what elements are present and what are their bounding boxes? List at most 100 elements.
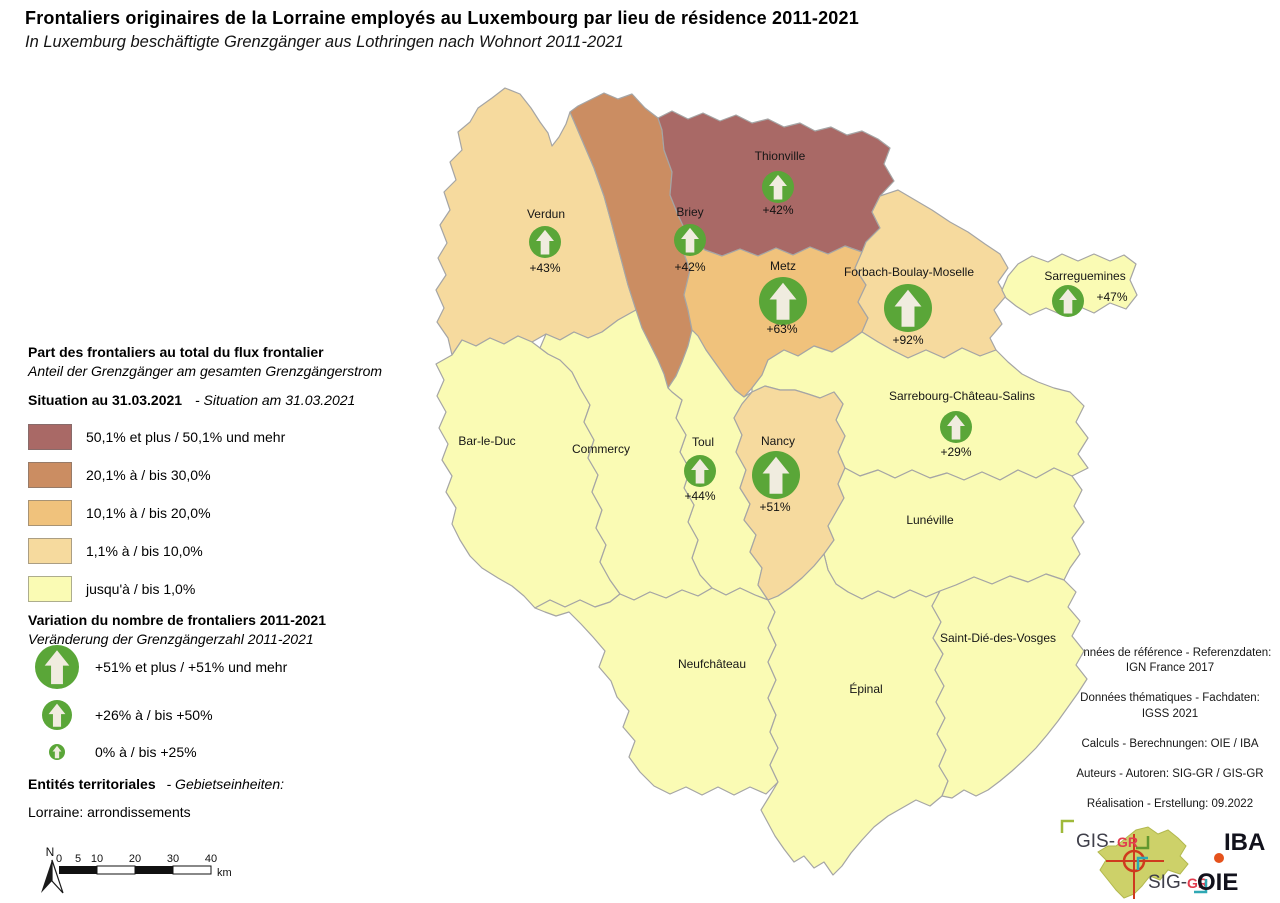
growth-arrow-icon [674,224,706,256]
change-value: +42% [762,203,793,217]
iba-oie-logo: IBA OIE [1197,829,1265,896]
region-shape-epinal [760,553,949,876]
color-swatch [28,462,72,488]
region-label: Neufchâteau [678,657,746,671]
region-label: Nancy [761,434,795,448]
region-label: Sarreguemines [1044,269,1125,283]
region-label: Commercy [572,442,630,456]
credit-line: Données de référence - Referenzdaten: [1068,647,1272,659]
north-label: N [46,845,55,859]
growth-arrow-icon [752,451,800,499]
growth-arrow-icon [759,277,807,325]
bracket-icon [1060,819,1074,833]
bracket-icon [1136,856,1148,870]
bracket-icon [1194,879,1208,894]
legend-class-row: 50,1% et plus / 50,1% und mehr [28,424,285,450]
region-labels: Verdun Briey Thionville Metz Forbach-Bou… [458,149,1125,696]
region-label: Forbach-Boulay-Moselle [844,265,974,279]
legend-class-label: 20,1% à / bis 30,0% [86,467,211,483]
scale-tick: 10 [91,853,103,865]
territorial-value: Lorraine: arrondissements [28,804,191,820]
legend-change-header-de: Veränderung der Grenzgängerzahl 2011-202… [28,631,314,647]
north-arrow: N [41,845,64,894]
region-label: Metz [770,259,796,273]
change-value: +47% [1096,290,1127,304]
legend-change-row-medium: +26% à / bis +50% [42,700,213,730]
region-change-arrows [529,171,1084,499]
region-label: Sarrebourg-Château-Salins [889,389,1035,403]
legend-class-label: jusqu'à / bis 1,0% [86,581,196,597]
region-label: Saint-Dié-des-Vosges [940,631,1056,645]
credit-line: IGSS 2021 [1141,707,1199,720]
legend-class-row: 10,1% à / bis 20,0% [28,500,285,526]
legend-change-row-large: +51% et plus / +51% und mehr [35,645,287,689]
situation-date-de: - Situation am 31.03.2021 [194,392,356,408]
region-label: Briey [676,205,703,219]
page-title: Frontaliers originaires de la Lorraine e… [25,8,859,28]
growth-arrow-icon [529,226,561,258]
region-shape-commercy [539,309,713,601]
growth-arrow-icon [35,645,79,689]
legend-change-label: +26% à / bis +50% [95,707,213,723]
credits-block: Données de référence - Referenzdaten: IG… [1056,646,1280,812]
territorial-label-de: - Gebietseinheiten: [166,776,285,792]
oie-text: OIE [1197,869,1238,896]
crosshair-icon [1122,849,1146,873]
growth-arrow-icon [1052,285,1084,317]
growth-arrow-icon [42,700,72,730]
region-shape-saint-die-des-vosges [931,573,1088,799]
north-arrow-icon [41,860,52,893]
gr-text: GR [1117,834,1138,850]
iba-text: IBA [1224,829,1265,856]
color-swatch [28,538,72,564]
color-swatch [28,424,72,450]
legend-situation-line: Situation au 31.03.2021 - Situation am 3… [28,392,355,408]
legend-change-label: +51% et plus / +51% und mehr [95,659,288,675]
territorial-label-fr: Entités territoriales [28,776,156,792]
region-shape-neufchateau [534,587,779,796]
region-shape-sarreguemines [1001,253,1138,316]
scale-tick: 5 [75,853,81,865]
color-swatch [28,576,72,602]
legend-class-row: 20,1% à / bis 30,0% [28,462,285,488]
scale-segment [96,865,136,875]
bracket-icon [1136,836,1150,850]
growth-arrow-icon [940,411,972,443]
gisgr-logo: GIS- GR SIG- GR [1060,819,1208,899]
legend-class-label: 1,1% à / bis 10,0% [86,543,203,559]
credit-line: Calculs - Berechnungen: OIE / IBA [1081,737,1259,750]
scale-segment [172,865,212,875]
scale-tick: 30 [167,853,179,865]
legend-change-row-small: 0% à / bis +25% [49,744,197,760]
situation-date-fr: Situation au 31.03.2021 [28,392,183,408]
region-change-values: +43% +42% +42% +63% +92% +47% +29% +44% … [529,203,1127,514]
scale-segment [59,866,97,874]
legend-share-classes: 50,1% et plus / 50,1% und mehr 20,1% à /… [28,424,285,614]
growth-arrow-icon [884,284,932,332]
change-value: +63% [766,322,797,336]
credit-line: IGN France 2017 [1125,662,1215,675]
region-label: Lunéville [906,513,954,527]
change-value: +92% [892,333,923,347]
change-value: +44% [684,489,715,503]
change-value: +42% [674,260,705,274]
growth-arrow-icon [762,171,794,203]
sig-text: SIG- [1148,872,1187,893]
gr-text: GR [1187,875,1208,891]
color-swatch [28,500,72,526]
legend-class-row: jusqu'à / bis 1,0% [28,576,285,602]
legend-class-label: 10,1% à / bis 20,0% [86,505,211,521]
scale-tick: 20 [129,853,141,865]
legend-share-header-fr: Part des frontaliers au total du flux fr… [28,344,324,360]
scale-tick: 40 [205,853,217,865]
legend-change-label: 0% à / bis +25% [95,744,197,760]
credit-line: Réalisation - Erstellung: 09.2022 [1086,798,1254,811]
growth-arrow-icon [684,455,716,487]
gis-text: GIS- [1076,831,1115,852]
legend-change-header-fr: Variation du nombre de frontaliers 2011-… [28,612,326,628]
region-label: Toul [692,435,714,449]
change-value: +29% [940,445,971,459]
credit-line: Données thématiques - Fachdaten: [1080,692,1260,705]
territorial-entities-line: Entités territoriales - Gebietseinheiten… [28,776,284,792]
legend-class-row: 1,1% à / bis 10,0% [28,538,285,564]
